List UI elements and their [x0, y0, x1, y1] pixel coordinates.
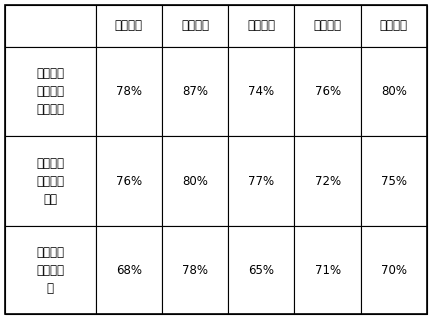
Bar — [162, 226, 228, 314]
Text: 78%: 78% — [116, 85, 142, 98]
Bar — [361, 47, 427, 136]
Bar — [5, 136, 96, 226]
Bar — [361, 226, 427, 314]
Text: 耐腑蚀性
能提高百
分比: 耐腑蚀性 能提高百 分比 — [36, 157, 64, 206]
Text: 76%: 76% — [314, 85, 341, 98]
Text: 74%: 74% — [248, 85, 274, 98]
Bar — [96, 47, 162, 136]
Text: 实施例二: 实施例二 — [181, 19, 209, 32]
Text: 71%: 71% — [314, 263, 341, 277]
Bar — [96, 5, 162, 47]
Text: 耐低温冲
击性能提
高百分比: 耐低温冲 击性能提 高百分比 — [36, 67, 64, 116]
Text: 68%: 68% — [116, 263, 142, 277]
Text: 65%: 65% — [248, 263, 274, 277]
Bar — [228, 226, 295, 314]
Text: 78%: 78% — [182, 263, 208, 277]
Bar — [96, 226, 162, 314]
Text: 70%: 70% — [381, 263, 407, 277]
Text: 实施例一: 实施例一 — [115, 19, 143, 32]
Bar — [295, 47, 361, 136]
Bar — [96, 136, 162, 226]
Bar — [228, 5, 295, 47]
Bar — [5, 5, 96, 47]
Bar — [228, 136, 295, 226]
Text: 80%: 80% — [182, 174, 208, 188]
Text: 77%: 77% — [248, 174, 274, 188]
Text: 80%: 80% — [381, 85, 407, 98]
Text: 87%: 87% — [182, 85, 208, 98]
Text: 76%: 76% — [116, 174, 142, 188]
Bar — [162, 136, 228, 226]
Bar — [295, 136, 361, 226]
Bar — [295, 5, 361, 47]
Text: 实施例三: 实施例三 — [248, 19, 275, 32]
Text: 72%: 72% — [314, 174, 341, 188]
Bar — [295, 226, 361, 314]
Bar — [162, 5, 228, 47]
Text: 实施例四: 实施例四 — [314, 19, 342, 32]
Text: 75%: 75% — [381, 174, 407, 188]
Text: 实施例五: 实施例五 — [380, 19, 408, 32]
Bar — [162, 47, 228, 136]
Bar — [5, 226, 96, 314]
Bar — [361, 136, 427, 226]
Bar — [228, 47, 295, 136]
Text: 抗菌性能
提高百分
比: 抗菌性能 提高百分 比 — [36, 246, 64, 295]
Bar — [5, 47, 96, 136]
Bar — [361, 5, 427, 47]
